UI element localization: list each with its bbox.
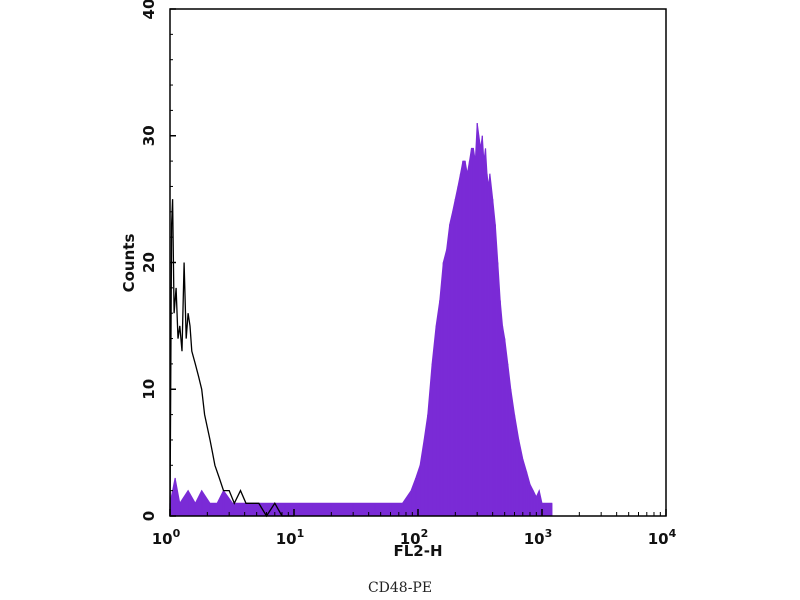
x-tick-exponent: 1 — [297, 527, 305, 540]
x-tick-exponent: 0 — [173, 527, 181, 540]
x-tick-base: 10 — [524, 530, 545, 548]
plot-frame — [169, 8, 667, 517]
x-tick-base: 10 — [400, 530, 421, 548]
x-axis: 100 101 102 103 104 — [152, 509, 677, 548]
x-tick-base: 10 — [152, 530, 173, 548]
series-layer — [169, 123, 553, 518]
x-tick-label: 100 — [152, 527, 181, 548]
x-tick-base: 10 — [276, 530, 297, 548]
y-tick-label: 40 — [140, 0, 158, 19]
x-tick-label: 103 — [524, 527, 553, 548]
x-axis-title: FL2-H — [393, 542, 442, 560]
y-tick-label: 0 — [140, 511, 158, 521]
figure-caption: CD48-PE — [367, 580, 433, 596]
x-tick-exponent: 2 — [421, 527, 429, 540]
y-tick-label: 20 — [140, 252, 158, 273]
y-tick-label: 30 — [140, 125, 158, 146]
x-tick-exponent: 4 — [669, 527, 677, 540]
x-tick-label: 102 — [400, 527, 429, 548]
y-axis-title: Counts — [120, 234, 138, 293]
x-tick-exponent: 3 — [545, 527, 553, 540]
series-filled-histogram — [169, 123, 553, 517]
y-axis: 0 10 20 30 40 — [140, 0, 176, 521]
x-tick-base: 10 — [648, 530, 669, 548]
x-tick-label: 104 — [648, 527, 677, 548]
x-tick-label: 101 — [276, 527, 305, 548]
y-tick-label: 10 — [140, 379, 158, 400]
series-outline-histogram — [169, 199, 294, 518]
